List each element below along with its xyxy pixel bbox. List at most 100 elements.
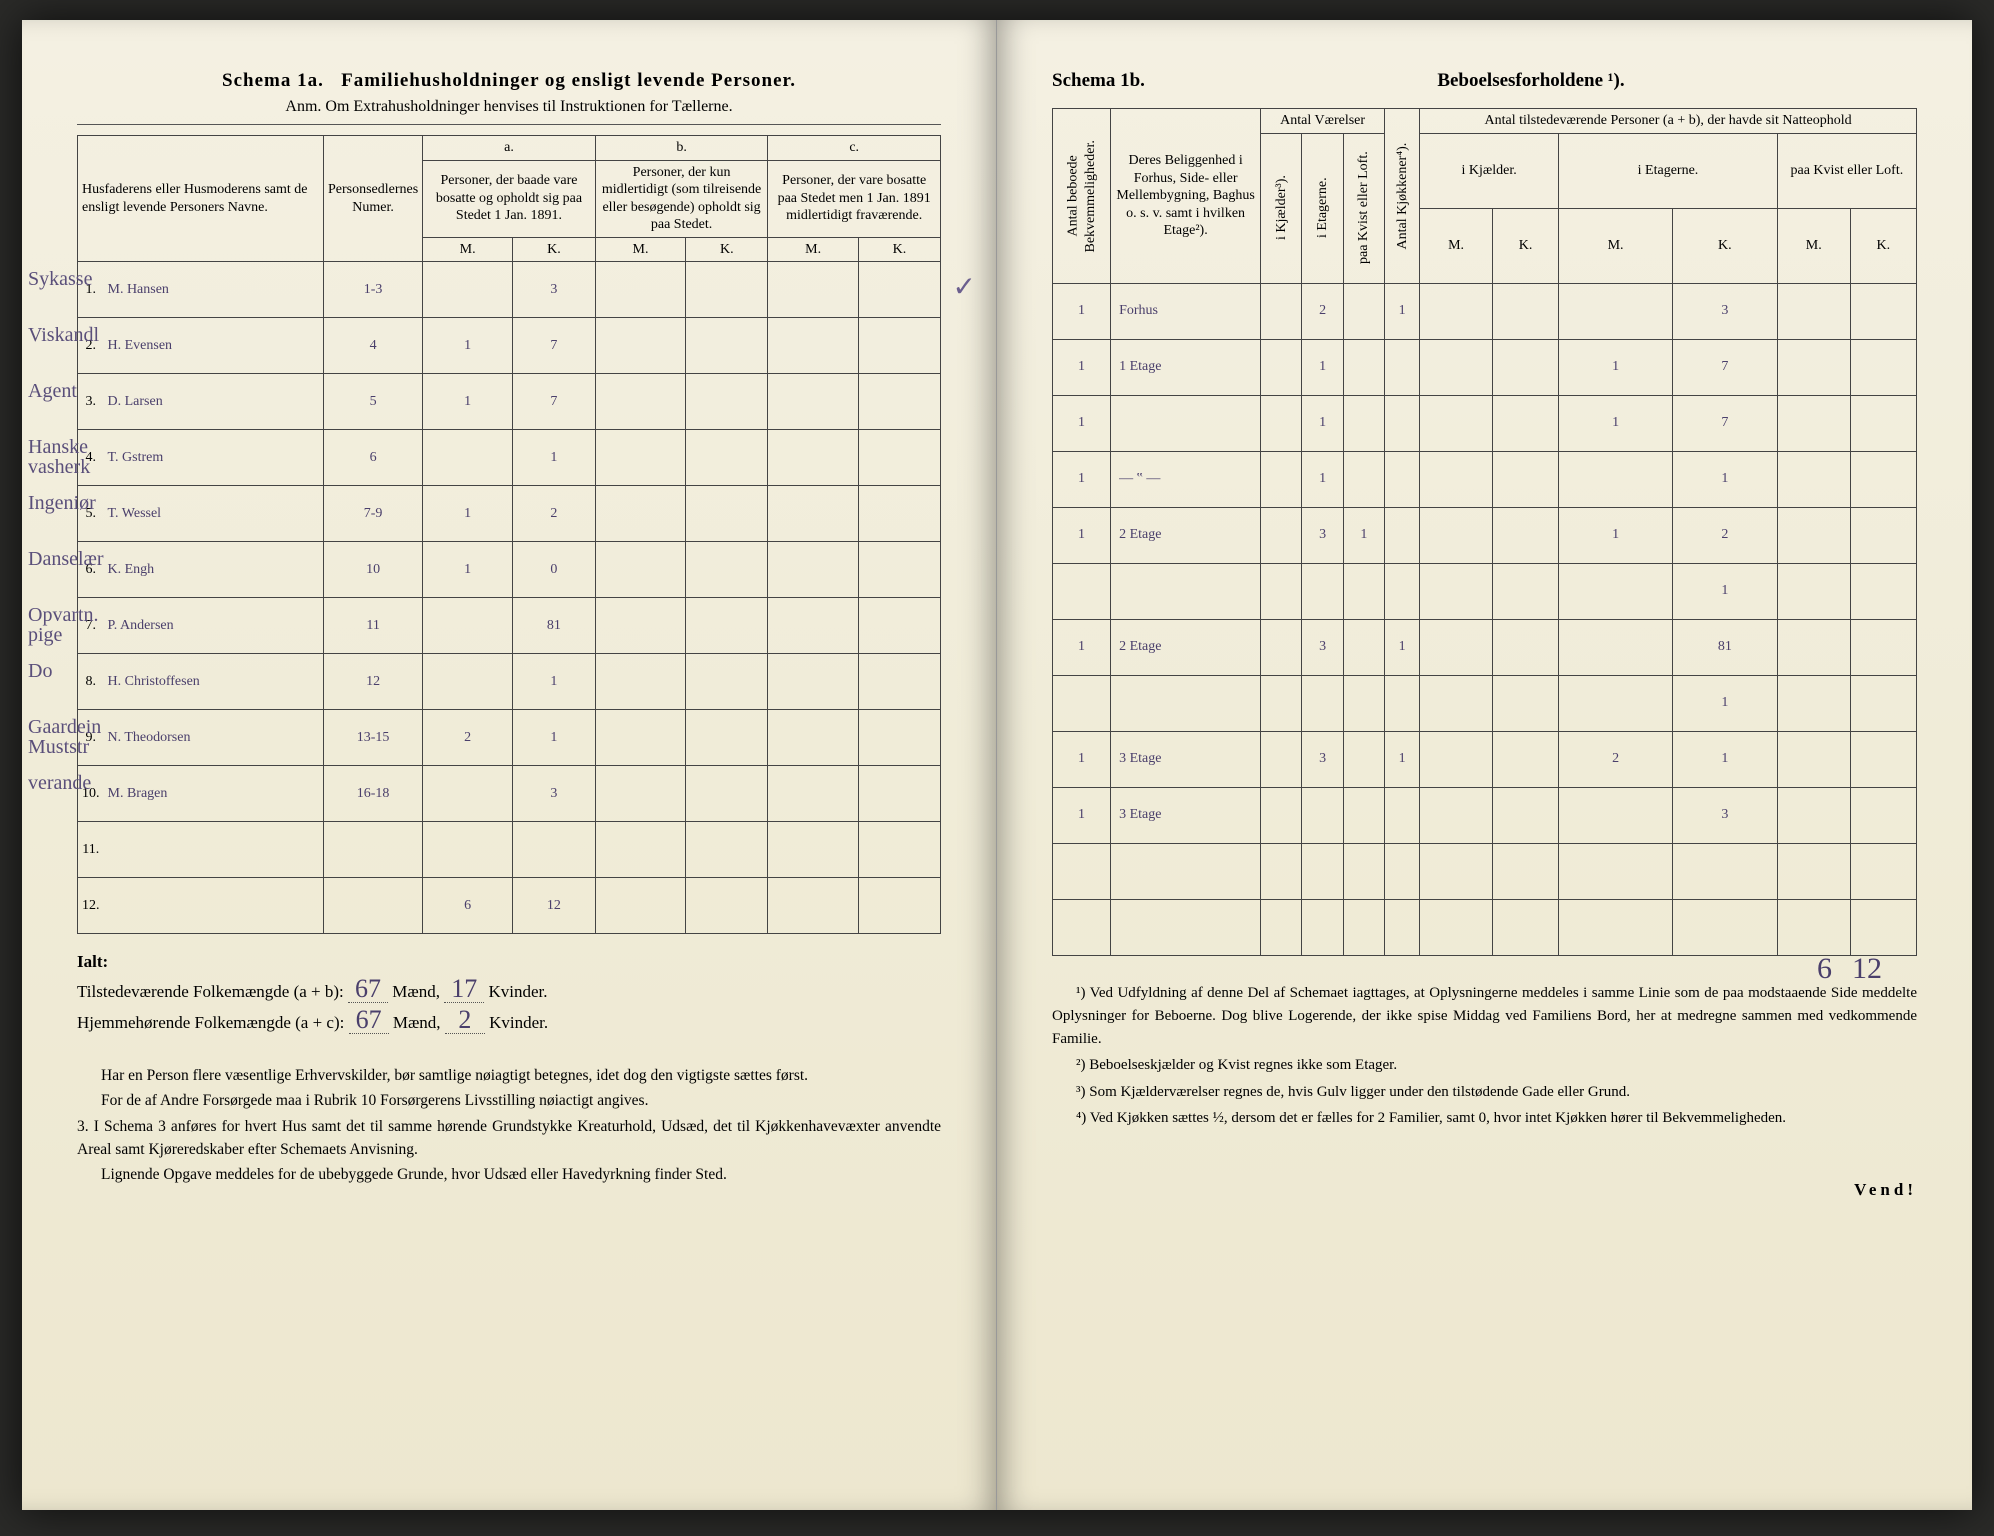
row-num-range: 4 [324,318,423,374]
row-cK [858,654,940,710]
row-ek: 3 [1672,787,1777,843]
row-bel [1111,395,1261,451]
col-aM: M. [423,237,513,262]
row-et [1302,787,1343,843]
row-aK: 3 [513,262,596,318]
table-row: 5.T. Wessel7-912 [78,486,941,542]
right-footnotes: ¹) Ved Udfyldning af denne Del af Schema… [1052,982,1917,1131]
table-row: 1Forhus213 [1053,283,1917,339]
hjem-k-lbl: Kvinder. [489,1013,548,1032]
row-aM [423,430,513,486]
col-aK: K. [513,237,596,262]
row-kj [1261,675,1302,731]
row-kv [1343,395,1384,451]
hjem-line: Hjemmehørende Folkemængde (a + c): 67 Mæ… [77,1007,941,1034]
row-bel: — ‟ — [1111,451,1261,507]
row-kj [1261,395,1302,451]
row-bK [686,878,768,934]
row-et: 1 [1302,395,1343,451]
margin-note: Do [28,661,80,681]
row-bel [1111,899,1261,955]
schema-1b-label: Schema 1b. [1052,70,1145,92]
col-kvist: paa Kvist eller Loft. [1343,133,1384,283]
table-row: 12.612 [78,878,941,934]
row-bM [595,822,686,878]
row-num-range: 13-15 [324,710,423,766]
row-kv [1343,843,1384,899]
row-bek [1053,843,1111,899]
row-bel: Forhus [1111,283,1261,339]
row-aM [423,766,513,822]
row-kj [1261,283,1302,339]
row-cM [768,710,859,766]
row-lk [1850,843,1916,899]
col-em: M. [1559,208,1673,283]
row-et [1302,843,1343,899]
left-schema-title: Schema 1a. Familiehusholdninger og ensli… [77,70,941,92]
col-beligg: Deres Beliggenhed i Forhus, Side- eller … [1111,109,1261,284]
row-cK [858,878,940,934]
row-bM [595,598,686,654]
row-kk [1493,507,1559,563]
row-em [1559,619,1673,675]
row-kjok [1385,675,1420,731]
schema-1a-title: Familiehusholdninger og ensligt levende … [341,70,796,91]
row-kjok [1385,507,1420,563]
row-ek: 2 [1672,507,1777,563]
col-lk: K. [1850,208,1916,283]
row-et: 3 [1302,619,1343,675]
row-kk [1493,619,1559,675]
row-kk [1493,899,1559,955]
margin-note: Viskandl [28,325,80,345]
row-km [1420,619,1493,675]
col-kjeld: i Kjælder³). [1261,133,1302,283]
table-row: 6.K. Engh1010 [78,542,941,598]
col-a: Personer, der baade vare bosatte og opho… [423,160,596,237]
table-row: 4.T. Gstrem61 [78,430,941,486]
row-cM [768,654,859,710]
row-em: 2 [1559,731,1673,787]
row-km [1420,843,1493,899]
schema-1a-label: Schema 1a. [222,70,324,91]
schema-1b-titlebar: Schema 1b. Beboelsesforholdene ¹). [1052,70,1917,92]
row-lk [1850,619,1916,675]
row-kjok [1385,395,1420,451]
row-kj [1261,899,1302,955]
row-kj [1261,619,1302,675]
row-lk [1850,731,1916,787]
row-bek: 1 [1053,731,1111,787]
row-ek: 1 [1672,563,1777,619]
schema-1a-table: Husfaderens eller Husmoderens samt de en… [77,135,941,934]
row-km [1420,283,1493,339]
tilstede-line: Tilstedeværende Folkemængde (a + b): 67 … [77,976,941,1003]
col-cM: M. [768,237,859,262]
row-et [1302,899,1343,955]
row-cM [768,374,859,430]
row-lk [1850,563,1916,619]
row-cK [858,430,940,486]
table-row: 8.H. Christoffesen121 [78,654,941,710]
row-bM [595,318,686,374]
margin-note: Danselær [28,549,80,569]
col-lm: M. [1777,208,1850,283]
row-bek [1053,675,1111,731]
table-row: 1117 [1053,395,1917,451]
col-names: Husfaderens eller Husmoderens samt de en… [78,136,324,262]
row-kk [1493,731,1559,787]
tils-m-lbl: Mænd, [392,982,440,1001]
row-kj [1261,451,1302,507]
row-kjok [1385,339,1420,395]
row-lm [1777,339,1850,395]
col-etag2: i Etagerne. [1559,133,1778,208]
row-bM [595,262,686,318]
body-p2: For de af Andre Forsørgede maa i Rubrik … [77,1089,941,1112]
row-cK [858,822,940,878]
row-em [1559,899,1673,955]
row-num-range: 16-18 [324,766,423,822]
row-bK [686,654,768,710]
margin-note: Opvartn. pige [28,605,80,645]
row-lm [1777,899,1850,955]
row-aK: 81 [513,598,596,654]
row-cM [768,822,859,878]
row-ek: 1 [1672,675,1777,731]
